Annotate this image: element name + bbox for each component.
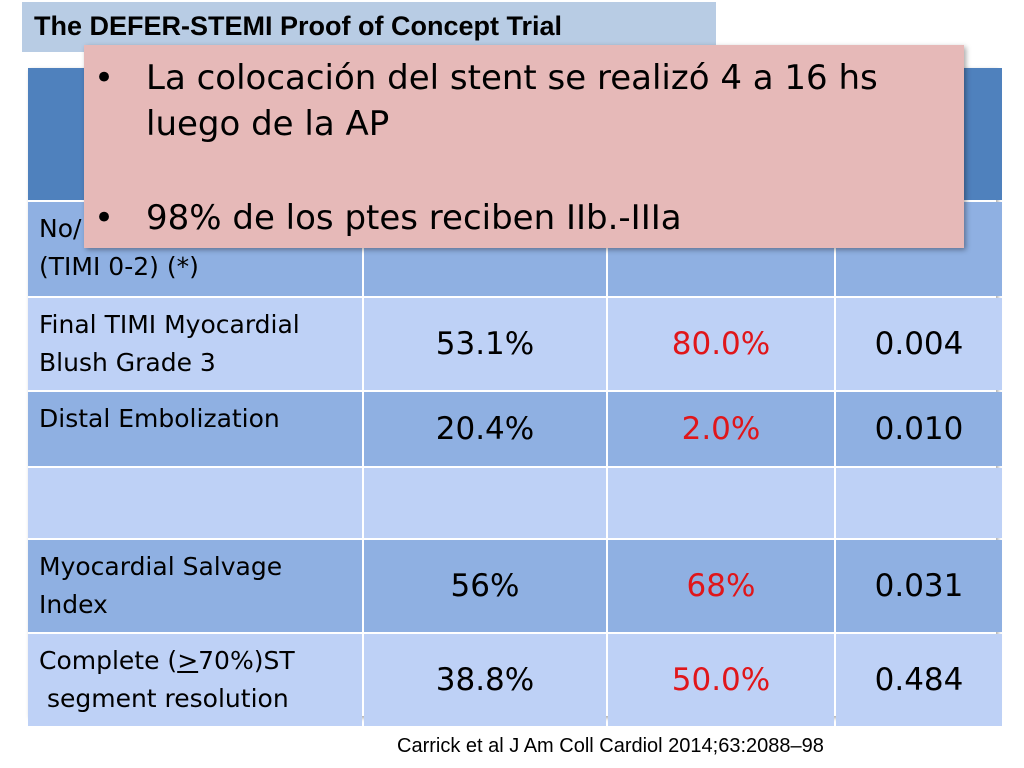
- bullet-icon: •: [94, 58, 115, 98]
- value-cell: 80.0%: [608, 298, 834, 390]
- row-label-part: Complete (: [39, 646, 178, 675]
- row-label-line: Final TIMI Myocardial: [39, 310, 300, 339]
- row-label-distal-embolization: Distal Embolization: [28, 392, 362, 466]
- row-label-st-resolution: Complete (>70%)ST segment resolution: [28, 634, 362, 726]
- greater-equal-sign: >: [177, 646, 199, 675]
- row-label-line: Myocardial Salvage: [39, 552, 283, 581]
- bullet-line: 98% de los ptes reciben IIb.-IIIa: [146, 198, 682, 238]
- value-cell: 0.484: [836, 634, 1002, 726]
- row-label-line: Distal Embolization: [39, 404, 280, 433]
- value-cell: 0.031: [836, 540, 1002, 632]
- row-label-line: Index: [39, 590, 108, 619]
- value-cell: 20.4%: [364, 392, 606, 466]
- value-cell: [836, 468, 1002, 538]
- value-cell: 50.0%: [608, 634, 834, 726]
- value-cell: [608, 468, 834, 538]
- bullet-line: La colocación del stent se realizó 4 a 1…: [146, 58, 878, 98]
- value-cell: 68%: [608, 540, 834, 632]
- value-cell: 38.8%: [364, 634, 606, 726]
- bullet-line: luego de la AP: [146, 104, 390, 144]
- row-label-myocardial-salvage: Myocardial Salvage Index: [28, 540, 362, 632]
- row-label-line: (TIMI 0-2) (*): [39, 252, 199, 281]
- row-label-line: Blush Grade 3: [39, 348, 216, 377]
- slide-title: The DEFER-STEMI Proof of Concept Trial: [22, 2, 716, 52]
- bullet-icon: •: [94, 198, 115, 238]
- value-cell: 56%: [364, 540, 606, 632]
- citation: Carrick et al J Am Coll Cardiol 2014;63:…: [397, 735, 824, 757]
- row-label-timi-blush: Final TIMI Myocardial Blush Grade 3: [28, 298, 362, 390]
- row-label-line: No/: [39, 214, 82, 243]
- value-cell: 0.010: [836, 392, 1002, 466]
- row-label-part: segment resolution: [39, 684, 289, 713]
- value-cell: 0.004: [836, 298, 1002, 390]
- value-cell: 2.0%: [608, 392, 834, 466]
- value-cell: [364, 468, 606, 538]
- row-label-part: 70%)ST: [198, 646, 295, 675]
- row-label-empty: [28, 468, 362, 538]
- value-cell: 53.1%: [364, 298, 606, 390]
- notes-callout: • La colocación del stent se realizó 4 a…: [84, 45, 964, 248]
